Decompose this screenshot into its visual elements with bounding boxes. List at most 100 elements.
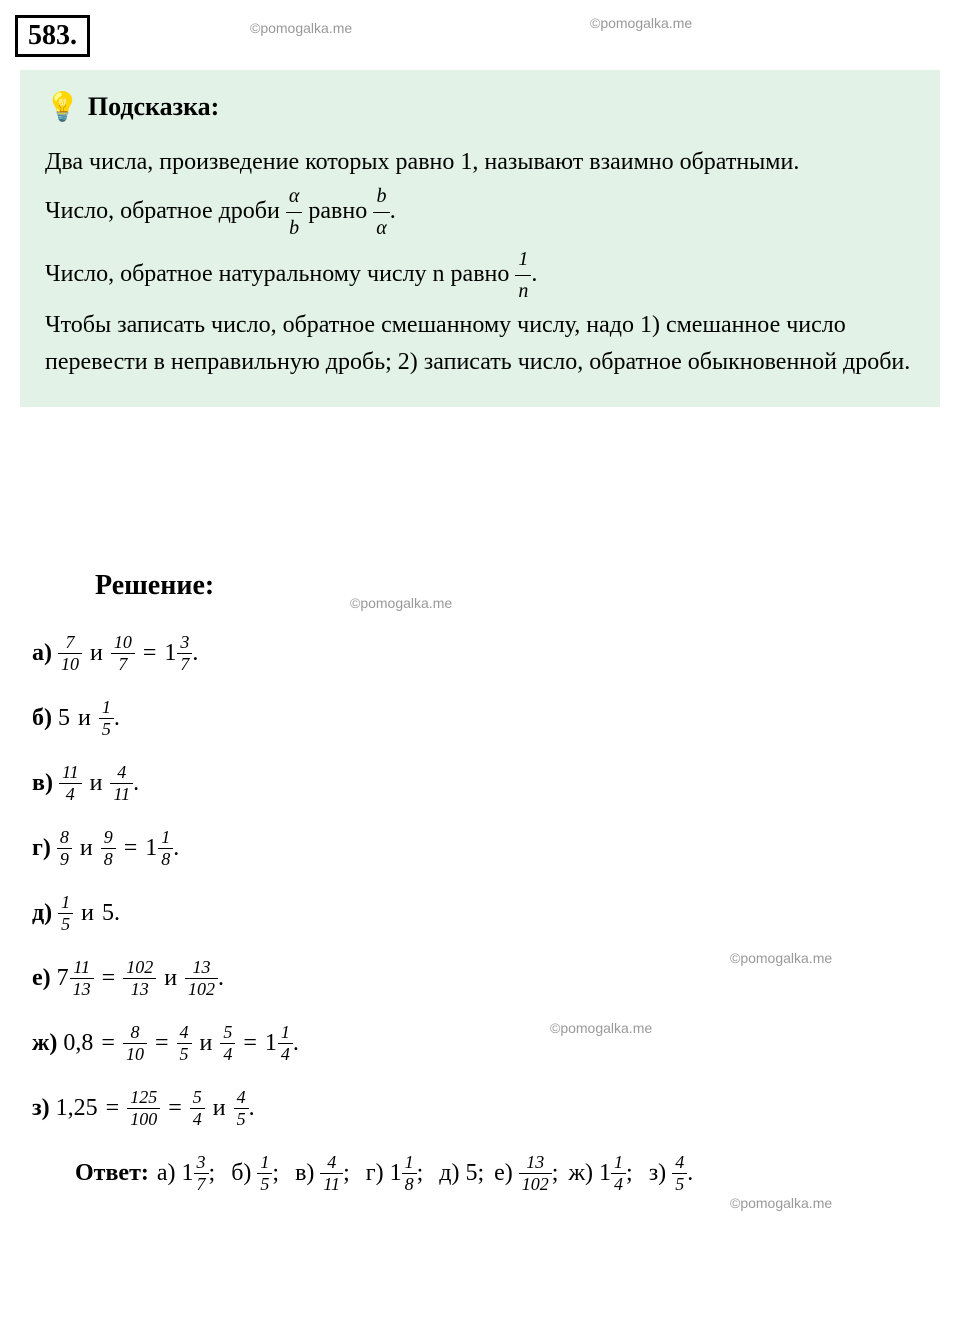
fraction: 4 5 — [234, 1087, 249, 1130]
fraction: 1 5 — [99, 697, 114, 740]
solution-item-v: в) 11 4 и 4 11 . — [32, 762, 940, 805]
frac-numerator: 11 — [70, 957, 94, 979]
mixed-whole: 1 — [164, 640, 176, 667]
equals: = — [106, 1095, 120, 1122]
connector: и — [81, 900, 94, 927]
mixed-whole: 7 — [57, 965, 69, 992]
frac-numerator: 3 — [177, 632, 192, 654]
frac-numerator: 8 — [57, 827, 72, 849]
connector: и — [90, 770, 103, 797]
frac-denominator: 5 — [234, 1109, 249, 1130]
frac-numerator: 1 — [611, 1152, 626, 1174]
period: . — [293, 1030, 299, 1057]
value: 5. — [102, 900, 120, 927]
answer-label: Ответ: — [75, 1160, 149, 1187]
frac-denominator: 4 — [220, 1044, 235, 1065]
frac-numerator: 11 — [59, 762, 82, 784]
fraction: 13 102 — [185, 957, 218, 1000]
frac-denominator: 7 — [177, 654, 192, 675]
frac-numerator: 4 — [234, 1087, 249, 1109]
equals: = — [168, 1095, 182, 1122]
fraction: 5 4 — [220, 1022, 235, 1065]
separator: ; — [272, 1160, 279, 1187]
frac-denominator: 4 — [190, 1109, 205, 1130]
answer-item-d: д) 5; — [439, 1160, 484, 1187]
frac-numerator: 1 — [257, 1152, 272, 1174]
answer-item-v: в) 4 11 ; — [295, 1152, 350, 1195]
equals: = — [124, 835, 138, 862]
connector: и — [164, 965, 177, 992]
mixed-number: 1 1 8 — [145, 827, 173, 870]
fraction: 4 5 — [672, 1152, 687, 1195]
hint-box: 💡 Подсказка: Два числа, произведение кот… — [20, 70, 940, 407]
frac-numerator: 7 — [58, 632, 82, 654]
frac-numerator: 4 — [320, 1152, 343, 1174]
frac-denominator: 13 — [123, 979, 156, 1000]
frac-denominator: 9 — [57, 849, 72, 870]
hint-text-part: Число, обратное дроби — [45, 198, 286, 224]
solution-item-g: г) 8 9 и 9 8 = 1 1 8 . — [32, 827, 940, 870]
frac-numerator: α — [286, 181, 303, 213]
frac-denominator: 4 — [59, 784, 82, 805]
hint-text-part: равно — [308, 198, 373, 224]
fraction: 9 8 — [101, 827, 116, 870]
hint-title-text: Подсказка: — [88, 92, 219, 122]
item-letter: а) — [32, 640, 52, 667]
frac-numerator: 8 — [123, 1022, 147, 1044]
mixed-whole: 1 — [390, 1160, 402, 1187]
fraction: 4 11 — [320, 1152, 343, 1195]
frac-denominator: α — [373, 213, 390, 244]
period: . — [249, 1095, 255, 1122]
item-letter: ж) — [32, 1030, 57, 1057]
fraction: 1 5 — [58, 892, 73, 935]
fraction: 1 4 — [611, 1152, 626, 1195]
frac-denominator: 102 — [185, 979, 218, 1000]
frac-denominator: 11 — [320, 1174, 343, 1195]
fraction: 10 7 — [111, 632, 135, 675]
fraction: 125 100 — [127, 1087, 160, 1130]
mixed-number: 1 3 7 — [182, 1152, 209, 1195]
fraction: 5 4 — [190, 1087, 205, 1130]
frac-numerator: 10 — [111, 632, 135, 654]
fraction: 1 8 — [402, 1152, 417, 1195]
separator: ; — [417, 1160, 424, 1187]
watermark: ©pomogalka.me — [590, 15, 692, 31]
equals: = — [243, 1030, 257, 1057]
item-letter: з) — [32, 1095, 50, 1122]
separator: ; — [343, 1160, 350, 1187]
item-letter: г) — [366, 1160, 384, 1187]
fraction: 8 10 — [123, 1022, 147, 1065]
solution-title: Решение: — [95, 570, 940, 602]
separator: ; — [209, 1160, 216, 1187]
frac-numerator: 1 — [58, 892, 73, 914]
frac-numerator: 4 — [672, 1152, 687, 1174]
frac-denominator: 102 — [519, 1174, 552, 1195]
item-letter: а) — [157, 1160, 176, 1187]
item-letter: в) — [295, 1160, 314, 1187]
answer-item-a: а) 1 3 7 ; — [157, 1152, 215, 1195]
watermark: ©pomogalka.me — [730, 1195, 832, 1211]
hint-line3: Число, обратное натуральному числу n рав… — [45, 244, 915, 307]
answer-item-z: з) 4 5 . — [649, 1152, 693, 1195]
frac-numerator: 1 — [99, 697, 114, 719]
equals: = — [101, 1030, 115, 1057]
hint-line4: Чтобы записать число, обратное смешанном… — [45, 307, 915, 381]
solution-item-b: б) 5 и 1 5 . — [32, 697, 940, 740]
frac-numerator: 1 — [515, 244, 531, 276]
value: 1,25 — [56, 1095, 98, 1122]
frac-numerator: 102 — [123, 957, 156, 979]
period: . — [173, 835, 179, 862]
fraction: 1 5 — [257, 1152, 272, 1195]
answer-item-e: е) 13 102 ; — [494, 1152, 558, 1195]
solution-item-a: а) 7 10 и 10 7 = 1 3 7 . — [32, 632, 940, 675]
frac-numerator: 1 — [158, 827, 173, 849]
fraction: α b — [286, 181, 303, 244]
equals: = — [155, 1030, 169, 1057]
mixed-whole: 1 — [599, 1160, 611, 1187]
frac-numerator: 3 — [194, 1152, 209, 1174]
frac-numerator: 1 — [402, 1152, 417, 1174]
connector: и — [90, 640, 103, 667]
frac-numerator: b — [373, 181, 390, 213]
frac-denominator: 100 — [127, 1109, 160, 1130]
frac-denominator: 4 — [611, 1174, 626, 1195]
